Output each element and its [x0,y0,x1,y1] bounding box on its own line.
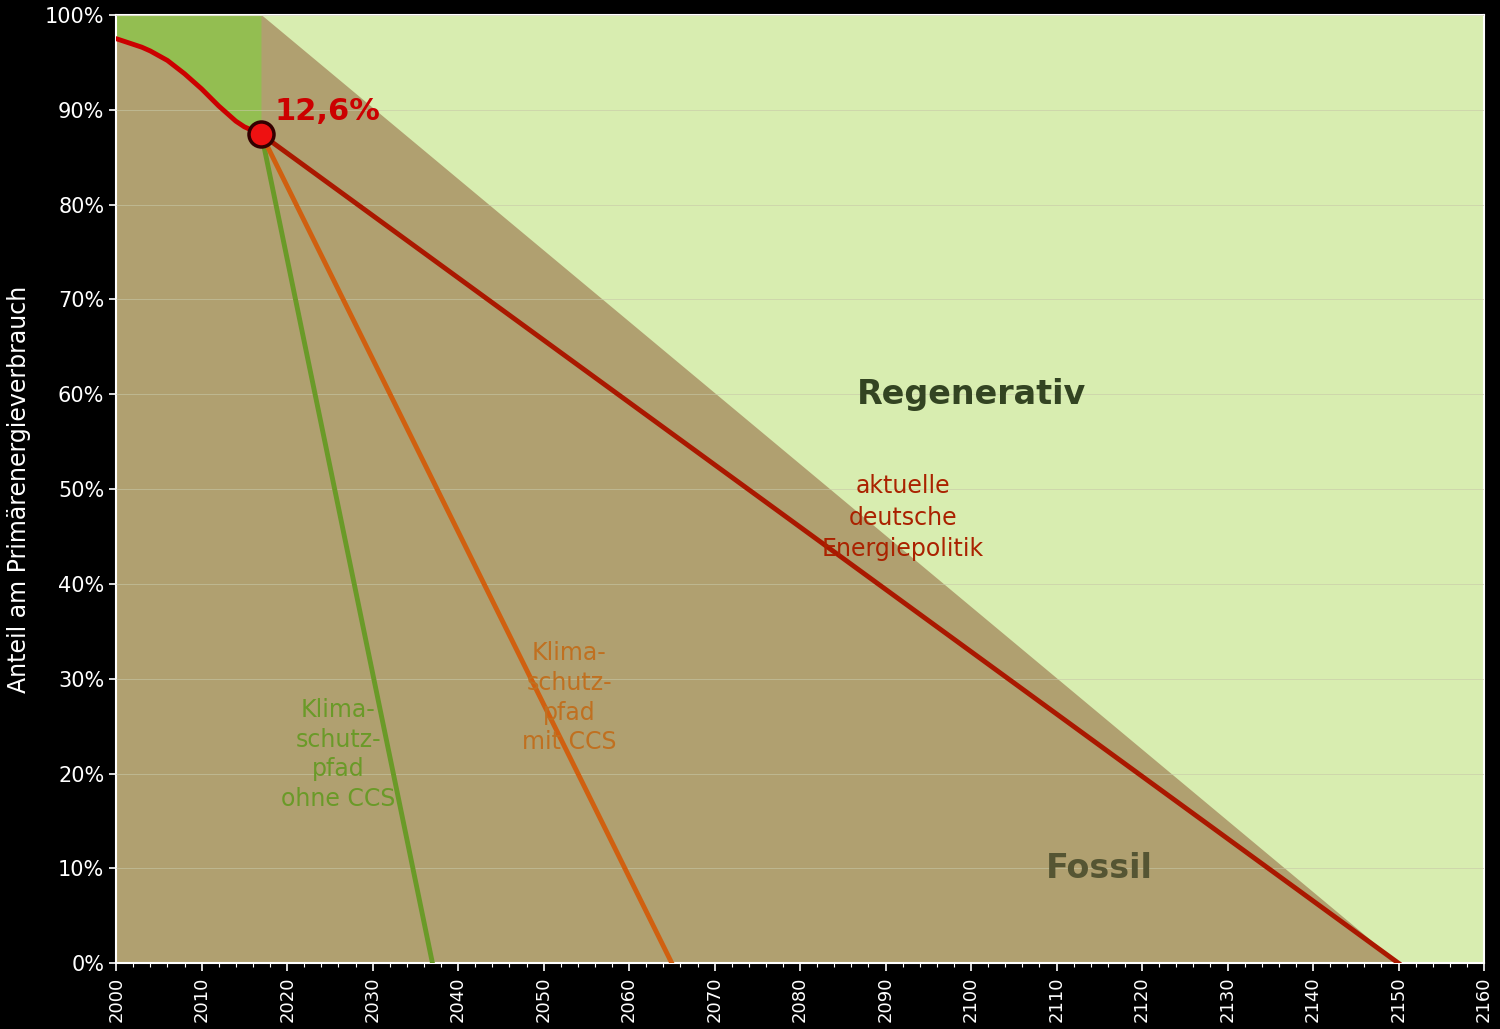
Polygon shape [116,15,1398,963]
Polygon shape [116,15,261,135]
Text: 12,6%: 12,6% [274,97,380,127]
Y-axis label: Anteil am Primärenergieverbrauch: Anteil am Primärenergieverbrauch [8,285,32,693]
Text: Fossil: Fossil [1046,852,1154,885]
Text: Regenerativ: Regenerativ [856,378,1086,411]
Text: Klima-
schutz-
pfad
ohne CCS: Klima- schutz- pfad ohne CCS [280,698,396,811]
Text: Klima-
schutz-
pfad
mit CCS: Klima- schutz- pfad mit CCS [522,641,616,754]
Text: aktuelle
deutsche
Energiepolitik: aktuelle deutsche Energiepolitik [822,474,984,561]
